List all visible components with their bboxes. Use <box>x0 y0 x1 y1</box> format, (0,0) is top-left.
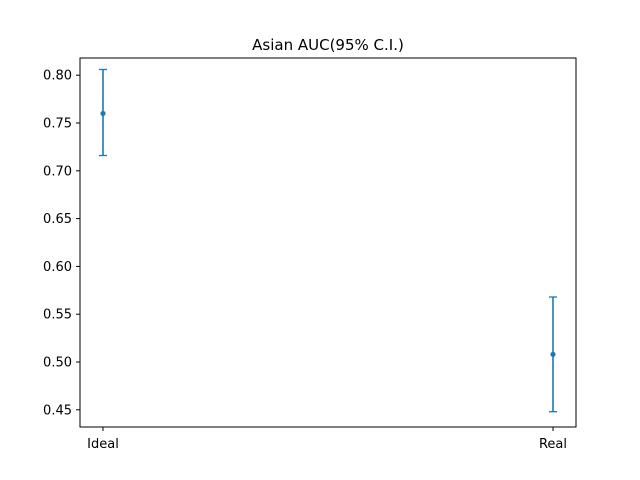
y-tick-label: 0.70 <box>43 164 72 179</box>
y-tick-label: 0.45 <box>43 403 72 418</box>
y-tick-label: 0.60 <box>43 260 72 275</box>
chart-title: Asian AUC(95% C.I.) <box>252 36 404 54</box>
y-tick-label: 0.65 <box>43 212 72 227</box>
y-tick-label: 0.55 <box>43 308 72 323</box>
data-point <box>100 110 106 117</box>
data-point <box>550 351 556 357</box>
x-tick-label: Real <box>539 437 567 452</box>
y-tick-label: 0.50 <box>43 355 72 370</box>
data-marks <box>99 68 557 413</box>
plot-area <box>79 57 577 428</box>
y-tick-label: 0.75 <box>43 117 72 132</box>
x-tick-label: Ideal <box>87 437 119 452</box>
y-tick-label: 0.80 <box>43 69 72 84</box>
x-axis: Ideal Real <box>87 427 567 452</box>
y-axis: 0.45 0.50 0.55 0.60 0.65 0.70 0.75 0.80 <box>43 69 80 418</box>
